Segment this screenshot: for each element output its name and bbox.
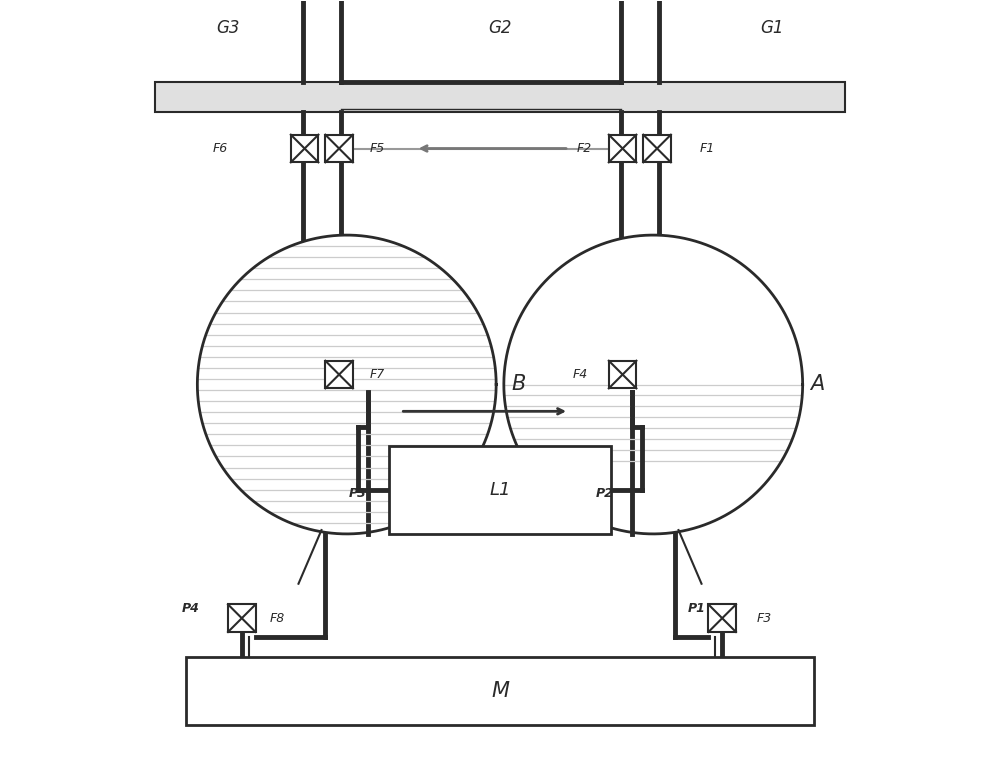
Polygon shape: [643, 135, 671, 162]
Text: B: B: [511, 375, 526, 394]
Text: G2: G2: [488, 19, 512, 37]
Text: L1: L1: [489, 481, 511, 499]
Polygon shape: [291, 135, 318, 162]
Text: F3: F3: [757, 611, 772, 624]
Polygon shape: [325, 135, 353, 162]
Polygon shape: [609, 135, 636, 162]
Text: F1: F1: [699, 142, 714, 155]
Polygon shape: [708, 604, 736, 632]
Polygon shape: [228, 604, 256, 632]
Polygon shape: [325, 361, 353, 388]
Text: F6: F6: [213, 142, 228, 155]
Text: P3: P3: [348, 487, 366, 500]
Bar: [155, 82, 845, 112]
Text: P4: P4: [182, 601, 200, 614]
Text: P2: P2: [596, 487, 613, 500]
Text: G1: G1: [760, 19, 784, 37]
Polygon shape: [609, 361, 636, 388]
Text: F7: F7: [370, 368, 385, 381]
Bar: [389, 446, 611, 534]
Text: A: A: [810, 375, 825, 394]
Text: F4: F4: [573, 368, 588, 381]
Polygon shape: [197, 235, 496, 534]
Text: F5: F5: [370, 142, 385, 155]
Text: F8: F8: [270, 611, 285, 624]
Text: G3: G3: [216, 19, 240, 37]
Text: M: M: [491, 681, 509, 701]
Text: F2: F2: [577, 142, 592, 155]
Bar: [186, 657, 814, 725]
Text: P1: P1: [688, 601, 706, 614]
Polygon shape: [504, 235, 803, 534]
